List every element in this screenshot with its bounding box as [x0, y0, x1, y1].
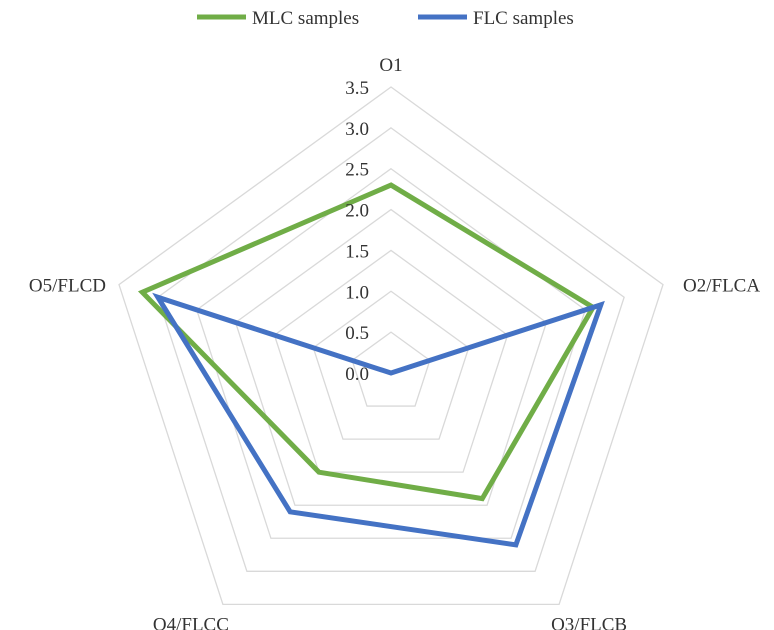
legend: MLC samples FLC samples — [197, 8, 574, 29]
grid-ring-2 — [312, 290, 470, 440]
tick-label-5: 2.5 — [345, 160, 369, 181]
series-line-flc-samples — [152, 292, 605, 548]
legend-item-mlc: MLC samples — [197, 8, 359, 29]
tick-label-1: 0.5 — [345, 323, 369, 344]
tick-label-7: 3.5 — [345, 78, 369, 99]
category-label-o5-flcd: O5/FLCD — [29, 276, 106, 297]
grid-ring-4 — [234, 208, 548, 506]
tick-label-4: 2.0 — [345, 201, 369, 222]
legend-item-flc: FLC samples — [418, 8, 574, 29]
category-labels: O1 O2/FLCA O3/FLCB O4/FLCC O5/FLCD — [29, 55, 760, 630]
grid-ring-5 — [195, 167, 587, 539]
category-label-o2-flca: O2/FLCA — [683, 276, 760, 297]
legend-label-flc: FLC samples — [473, 8, 574, 29]
tick-label-3: 1.5 — [345, 241, 369, 262]
tick-label-6: 3.0 — [345, 119, 369, 140]
category-label-o3-flcb: O3/FLCB — [551, 614, 627, 630]
tick-label-2: 1.0 — [345, 282, 369, 303]
legend-label-mlc: MLC samples — [252, 8, 359, 29]
series-line-mlc-samples — [137, 182, 597, 502]
category-label-o1: O1 — [379, 55, 402, 76]
grid-ring-7 — [118, 86, 664, 606]
category-label-o4-flcc: O4/FLCC — [153, 614, 229, 630]
grid-ring-1 — [351, 331, 431, 407]
radar-series — [137, 182, 605, 548]
radial-axis-ticks: 0.0 0.5 1.0 1.5 2.0 2.5 3.0 3.5 — [345, 78, 369, 385]
tick-label-0: 0.0 — [345, 364, 369, 385]
grid-ring-3 — [273, 249, 509, 473]
